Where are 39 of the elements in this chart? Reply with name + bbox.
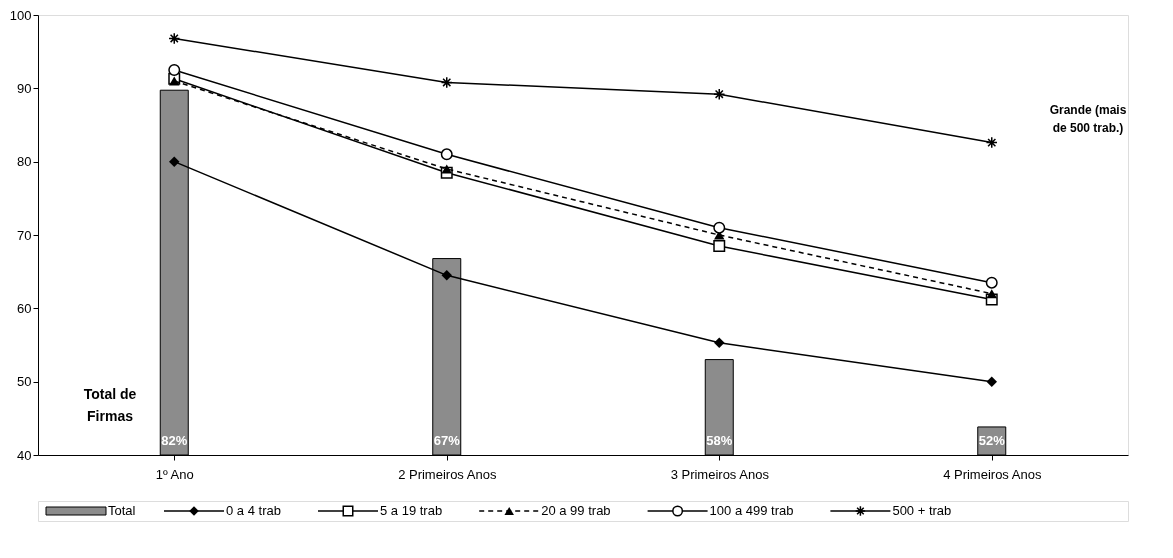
point <box>713 221 726 234</box>
point <box>985 276 998 289</box>
y-tick-label: 80 <box>17 154 32 170</box>
y-tick-label: 70 <box>17 227 32 243</box>
y-tick-label: 90 <box>17 80 32 96</box>
data-label: 58% <box>706 433 733 448</box>
y-tick-label: 100 <box>9 7 32 23</box>
annotation: Grande (mais de 500 trab.) <box>1049 103 1127 135</box>
point <box>168 64 181 76</box>
legend-label: 100 a 499 trab <box>709 503 794 518</box>
data-label: 67% <box>433 433 461 448</box>
y-tick-label: 40 <box>17 447 32 463</box>
point <box>713 88 726 101</box>
legend-label: 500 + trab <box>892 503 952 518</box>
point <box>985 136 998 149</box>
point <box>441 164 452 174</box>
y-tick-label: 60 <box>17 300 32 316</box>
x-tick-label: 2 Primeiros Anos <box>398 466 497 482</box>
point <box>441 270 452 281</box>
legend-label: Total <box>108 503 136 518</box>
x-tick-label: 4 Primeiros Anos <box>943 466 1042 482</box>
data-label: 52% <box>978 433 1006 448</box>
point <box>714 337 725 349</box>
point <box>168 32 181 45</box>
x-tick-label: 3 Primeiros Anos <box>670 466 770 482</box>
point <box>169 156 180 167</box>
x-tick-label: 1º Ano <box>155 466 194 482</box>
y-tick-label: 50 <box>17 374 32 390</box>
legend-label: 0 a 4 trab <box>226 503 281 518</box>
point <box>986 289 997 299</box>
legend-label: 5 a 19 trab <box>380 503 443 518</box>
point <box>713 240 726 252</box>
point <box>169 76 180 86</box>
point <box>440 76 453 89</box>
data-label: 82% <box>161 433 188 448</box>
point <box>440 148 453 161</box>
legend-label: 20 a 99 trab <box>541 503 611 518</box>
annotation: Total de Firmas <box>83 386 137 424</box>
point <box>986 376 997 387</box>
